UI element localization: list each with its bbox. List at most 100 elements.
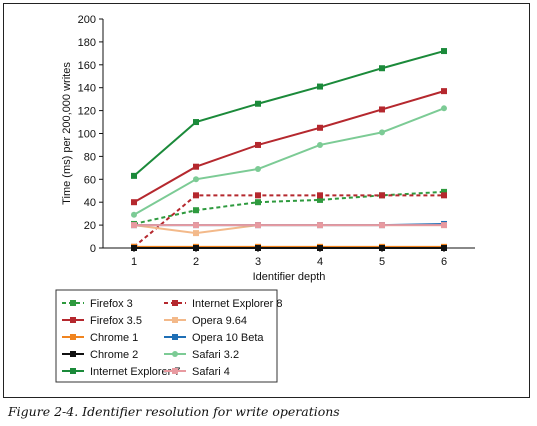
data-point: [317, 245, 323, 251]
data-point: [131, 245, 137, 251]
series-line: [133, 224, 444, 235]
series-8: [131, 48, 447, 179]
data-point: [441, 222, 447, 229]
series-0: [131, 188, 447, 227]
data-point: [317, 141, 323, 148]
legend-label: Opera 9.64: [192, 315, 247, 327]
legend-marker: [70, 334, 76, 340]
legend-marker: [70, 317, 76, 323]
data-point: [441, 105, 447, 112]
data-point: [255, 222, 261, 229]
data-point: [317, 196, 323, 203]
data-point: [193, 163, 199, 170]
data-point: [193, 207, 199, 214]
data-point: [193, 192, 199, 199]
data-point: [193, 119, 199, 126]
legend-item: Opera 9.64: [164, 315, 247, 327]
legend-marker: [70, 368, 76, 374]
legend-item: Internet Explorer 7: [62, 366, 181, 378]
data-point: [317, 222, 323, 229]
y-tick-label: 80: [84, 151, 96, 163]
data-point: [193, 222, 199, 229]
data-point: [441, 188, 447, 195]
y-tick-label: 60: [84, 174, 96, 186]
data-point: [255, 100, 261, 107]
legend-label: Firefox 3: [90, 298, 133, 310]
series-layer: [131, 48, 447, 251]
legend-label: Safari 4: [192, 366, 230, 378]
legend-item: Chrome 2: [62, 349, 138, 361]
legend-label: Chrome 2: [90, 349, 138, 361]
figure-caption: Figure 2-4. Identifier resolution for wr…: [8, 404, 340, 419]
data-point: [193, 245, 199, 251]
series-9: [131, 222, 447, 229]
legend-label: Chrome 1: [90, 332, 138, 344]
series-7: [131, 105, 447, 218]
legend-marker: [172, 368, 178, 374]
legend-label: Safari 3.2: [192, 349, 239, 361]
data-point: [441, 88, 447, 95]
y-tick-label: 160: [78, 60, 96, 72]
axes: 0 20 40 60 80 100 120 140 160 180 200 1 2 3 4 5 6 Identif…: [61, 14, 475, 283]
line-chart: 0 20 40 60 80 100 120 140 160 180 200 1 2 3 4 5 6 Identif…: [55, 14, 475, 383]
data-point: [131, 222, 137, 229]
y-tick-label: 0: [90, 243, 96, 255]
legend-item: Internet Explorer 8: [164, 298, 283, 310]
data-point: [193, 230, 199, 237]
data-point: [131, 211, 137, 218]
legend-label: Internet Explorer 8: [192, 298, 283, 310]
data-point: [255, 165, 261, 172]
series-2: [131, 88, 447, 206]
x-tick-label: 3: [255, 256, 261, 268]
legend-item: Firefox 3.5: [62, 315, 142, 327]
data-point: [379, 106, 385, 113]
data-point: [131, 199, 137, 206]
series-6: [131, 245, 447, 251]
data-point: [255, 192, 261, 199]
legend-marker: [172, 300, 178, 306]
data-point: [255, 245, 261, 251]
legend-marker: [70, 351, 76, 357]
y-axis-label: Time (ms) per 200,000 writes: [61, 62, 73, 205]
legend-label: Opera 10 Beta: [192, 332, 264, 344]
x-tick-label: 1: [131, 256, 137, 268]
legend: Firefox 3 Internet Explorer 8 Firefox 3.5 O…: [55, 289, 283, 383]
data-point: [193, 176, 199, 183]
series-line: [133, 107, 445, 216]
legend-label: Internet Explorer 7: [90, 366, 181, 378]
legend-label: Firefox 3.5: [90, 315, 142, 327]
y-tick-label: 100: [78, 129, 96, 141]
legend-item: Safari 4: [164, 366, 230, 378]
data-point: [441, 192, 447, 199]
x-tick-label: 2: [193, 256, 199, 268]
legend-marker: [70, 300, 76, 306]
series-line: [133, 50, 445, 177]
data-point: [317, 192, 323, 199]
data-point: [255, 199, 261, 206]
data-point: [255, 141, 261, 148]
y-tick-label: 180: [78, 37, 96, 49]
data-point: [441, 245, 447, 251]
data-point: [131, 172, 137, 179]
legend-marker: [172, 351, 178, 357]
data-point: [379, 129, 385, 136]
legend-item: Opera 10 Beta: [164, 332, 264, 344]
legend-marker: [172, 317, 178, 323]
data-point: [379, 245, 385, 251]
y-tick-label: 40: [84, 197, 96, 209]
x-axis-label: Identifier depth: [253, 271, 326, 283]
series-line: [133, 194, 444, 248]
legend-item: Safari 3.2: [164, 349, 239, 361]
x-tick-label: 5: [379, 256, 385, 268]
legend-item: Chrome 1: [62, 332, 138, 344]
data-point: [317, 83, 323, 90]
data-point: [379, 65, 385, 72]
data-point: [441, 48, 447, 55]
legend-marker: [172, 334, 178, 340]
data-point: [379, 222, 385, 229]
x-tick-label: 4: [317, 256, 323, 268]
x-tick-label: 6: [441, 256, 447, 268]
y-tick-label: 200: [78, 14, 96, 26]
series-line: [133, 90, 445, 204]
y-tick-label: 140: [78, 83, 96, 95]
